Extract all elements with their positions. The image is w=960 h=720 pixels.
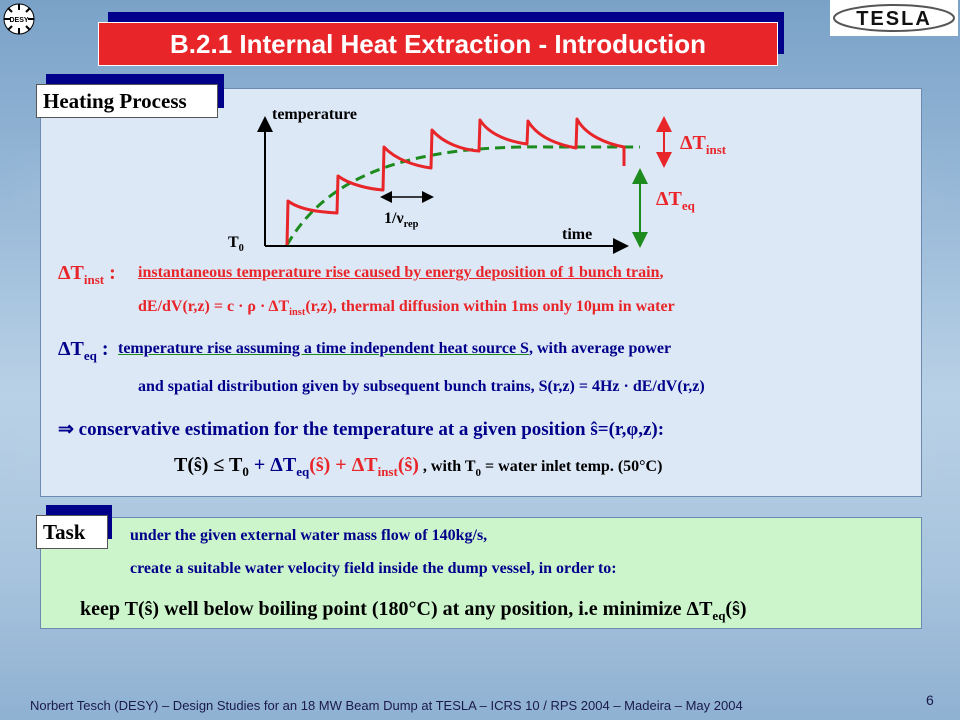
page-title: B.2.1 Internal Heat Extraction - Introdu… <box>98 22 778 66</box>
tesla-logo: TESLA <box>830 0 958 36</box>
period-label: 1/νrep <box>384 210 419 231</box>
x-axis-label: time <box>562 226 593 243</box>
desy-logo: DESY <box>2 2 36 36</box>
footer-text: Norbert Tesch (DESY) – Design Studies fo… <box>30 698 743 713</box>
dt-eq-symbol: ΔTeq : <box>58 338 109 363</box>
dt-eq-label: ΔTeq <box>656 188 695 213</box>
task-label: Task <box>36 515 108 549</box>
dt-inst-formula: dE/dV(r,z) = c · ρ · ΔTinst(r,z), therma… <box>138 298 675 319</box>
heating-process-label: Heating Process <box>36 84 218 118</box>
tesla-logo-text: TESLA <box>856 8 932 30</box>
dt-eq-spatial: and spatial distribution given by subseq… <box>138 378 705 395</box>
heating-panel <box>40 88 922 497</box>
dt-inst-symbol: ΔTinst : <box>58 262 116 287</box>
dt-inst-label: ΔTinst <box>680 132 727 157</box>
page-number: 6 <box>926 692 934 708</box>
temperature-formula: T(ŝ) ≤ T0 + ΔTeq(ŝ) + ΔTinst(ŝ) , with T… <box>174 454 663 479</box>
equilibrium-curve <box>285 145 640 246</box>
temperature-curve <box>285 117 626 246</box>
task-line-2: create a suitable water velocity field i… <box>130 560 617 577</box>
desy-logo-text: DESY <box>9 17 28 24</box>
dt-eq-definition: temperature rise assuming a time indepen… <box>118 340 672 357</box>
y-axis-label: temperature <box>272 106 357 123</box>
task-line-1: under the given external water mass flow… <box>130 527 488 544</box>
heating-diagram <box>257 116 672 254</box>
task-panel <box>40 517 922 629</box>
task-goal: keep T(ŝ) well below boiling point (180°… <box>80 598 747 623</box>
conclusion-line: ⇒ conservative estimation for the temper… <box>58 419 665 440</box>
t0-label: T0 <box>228 234 244 255</box>
dt-inst-definition: instantaneous temperature rise caused by… <box>138 264 664 281</box>
